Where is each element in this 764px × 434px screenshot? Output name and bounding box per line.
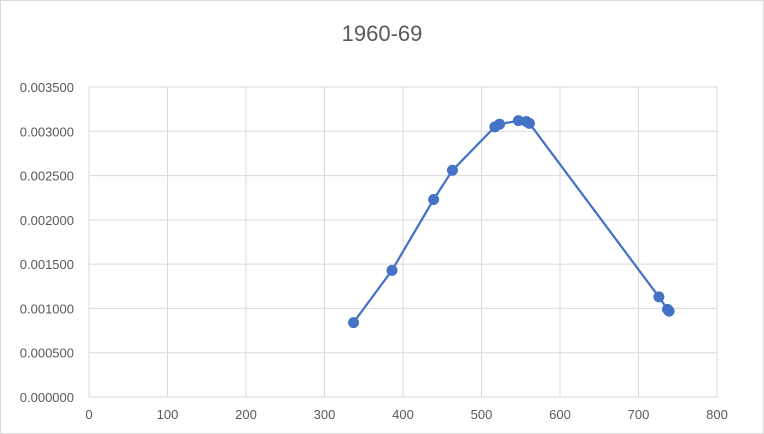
data-point	[446, 164, 458, 176]
y-tick-label: 0.003500	[20, 80, 74, 95]
data-point	[523, 117, 535, 129]
y-tick-label: 0.002500	[20, 169, 74, 184]
y-tick-label: 0.001000	[20, 301, 74, 316]
x-tick-label: 0	[85, 407, 92, 422]
x-tick-label: 700	[628, 407, 650, 422]
y-tick-label: 0.000500	[20, 346, 74, 361]
x-tick-label: 800	[706, 407, 728, 422]
series-line	[352, 119, 670, 324]
x-tick-label: 600	[549, 407, 571, 422]
data-point	[386, 264, 398, 276]
data-point	[348, 317, 360, 329]
x-tick-label: 400	[392, 407, 414, 422]
y-tick-label: 0.001500	[20, 257, 74, 272]
data-point	[663, 305, 675, 317]
x-tick-label: 100	[157, 407, 179, 422]
x-tick-label: 200	[235, 407, 257, 422]
y-tick-label: 0.002000	[20, 213, 74, 228]
data-point	[494, 118, 506, 130]
x-tick-label: 300	[314, 407, 336, 422]
chart-title: 1960-69	[341, 21, 423, 46]
y-tick-label: 0.003000	[20, 124, 74, 139]
y-tick-label: 0.000000	[20, 390, 74, 405]
data-point	[428, 193, 440, 205]
x-tick-label: 500	[471, 407, 493, 422]
data-point	[653, 291, 665, 303]
